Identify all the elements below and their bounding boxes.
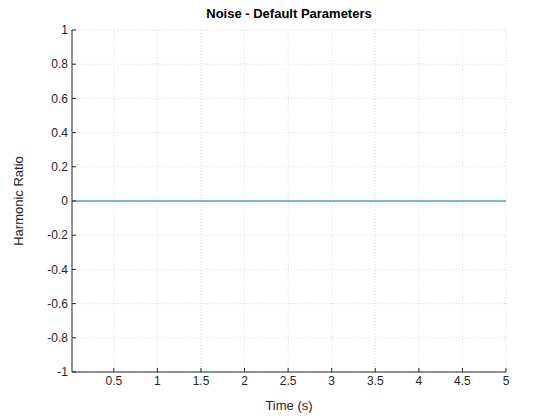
- html-text:Noise - Default Parameters: Noise - Default Parameters: [206, 6, 372, 21]
- svg-text:3.5: 3.5: [367, 374, 384, 388]
- svg-text:-1: -1: [57, 365, 68, 379]
- svg-text:3: 3: [328, 374, 335, 388]
- svg-text:-0.2: -0.2: [47, 228, 68, 242]
- svg-text:1.5: 1.5: [193, 374, 210, 388]
- svg-text:1: 1: [154, 374, 161, 388]
- svg-text:5: 5: [503, 374, 510, 388]
- svg-text:Time (s): Time (s): [265, 398, 312, 413]
- svg-text:0.2: 0.2: [51, 160, 68, 174]
- svg-text:Harmonic Ratio: Harmonic Ratio: [11, 156, 26, 246]
- svg-text:0.5: 0.5: [105, 374, 122, 388]
- svg-text:0.8: 0.8: [51, 57, 68, 71]
- svg-text:4: 4: [416, 374, 423, 388]
- svg-text:-0.4: -0.4: [47, 263, 68, 277]
- svg-text:1: 1: [61, 23, 68, 37]
- svg-text:4.5: 4.5: [454, 374, 471, 388]
- svg-text:0.6: 0.6: [51, 92, 68, 106]
- svg-text:2: 2: [241, 374, 248, 388]
- svg-text:0: 0: [61, 194, 68, 208]
- svg-text:-0.6: -0.6: [47, 297, 68, 311]
- svg-text:0.4: 0.4: [51, 126, 68, 140]
- svg-text:2.5: 2.5: [280, 374, 297, 388]
- svg-text:-0.8: -0.8: [47, 331, 68, 345]
